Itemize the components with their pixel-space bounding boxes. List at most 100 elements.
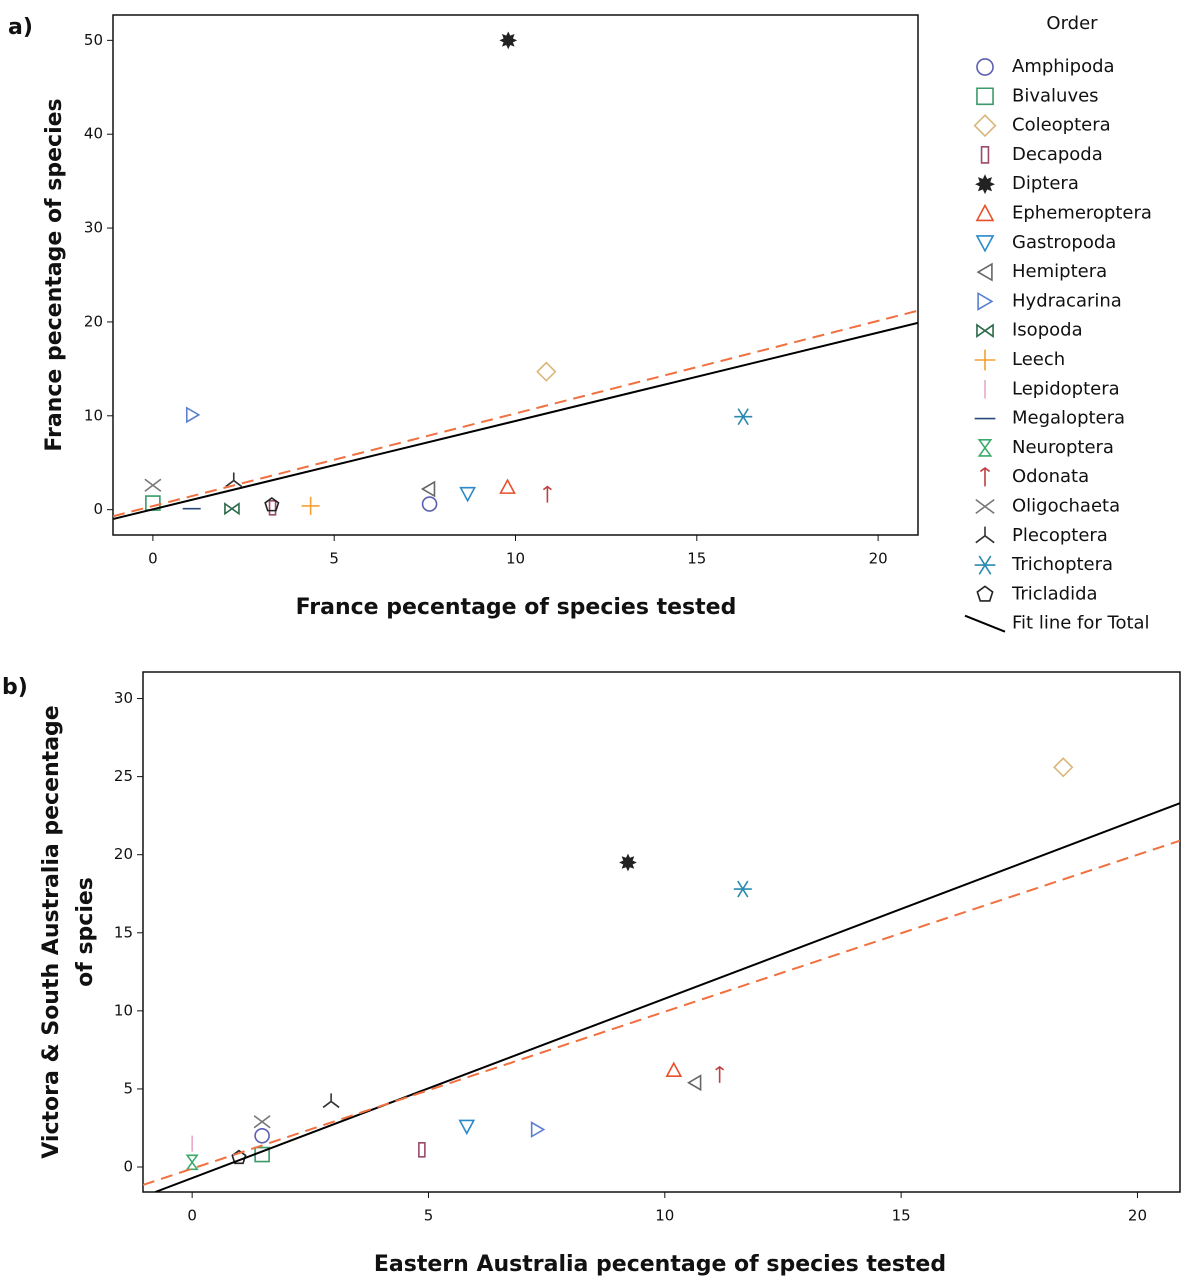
x-tick-label: 10 [655,1207,674,1225]
marker [979,467,991,487]
marker [185,1154,199,1171]
y-tick-label: 20 [84,312,103,330]
marker [977,291,994,311]
y-tick-label: 0 [123,1158,133,1176]
x-tick-label: 10 [506,550,525,568]
y-tick-label: 50 [84,31,103,49]
y-tick-label: 30 [114,689,133,707]
y-tick-label: 25 [114,767,133,785]
marker [225,472,243,488]
marker [976,262,993,282]
marker [458,1119,476,1136]
marker [301,496,320,515]
legend-label: Fit line for Total [1012,613,1150,634]
fit-line [113,321,918,521]
marker [322,1093,340,1109]
y-tick-label: 40 [84,125,103,143]
legend-label: Hydracarina [1012,290,1122,311]
marker [499,478,516,494]
y-axis-title: France pecentage of species [42,98,67,451]
x-tick-label: 15 [892,1207,911,1225]
marker [977,439,993,457]
legend-label: Ephemeroptera [1012,203,1152,224]
legend-label: Tricladida [1011,583,1098,604]
marker [144,478,162,492]
legend-label: Lepidoptera [1012,378,1120,399]
y-tick-label: 30 [84,219,103,237]
x-tick-label: 5 [424,1207,434,1225]
marker [975,203,995,222]
y-tick-label: 10 [114,1001,133,1019]
plot-area [143,757,1180,1192]
legend-label: Amphipoda [1012,56,1115,77]
fit-line [113,309,918,518]
marker [185,406,201,424]
fit-line [154,802,1180,1192]
marker [975,235,995,253]
legend-label: Isopoda [1012,320,1083,341]
marker [542,485,552,503]
fit-line [143,839,1180,1186]
legend-label: Diptera [1012,173,1079,194]
x-tick-label: 15 [687,550,706,568]
plot-frame [112,14,919,536]
marker [254,1127,270,1144]
legend-label: Neuroptera [1012,437,1114,458]
legend-label: Plecoptera [1012,525,1108,546]
y-tick-label: 15 [114,923,133,941]
marker [459,486,476,503]
marker [224,502,240,516]
marker [536,361,557,382]
marker [733,880,752,898]
marker [734,408,753,426]
x-tick-label: 20 [869,550,888,568]
legend-swatch [964,614,1006,633]
marker [418,1142,426,1158]
legend-label: Odonata [1012,466,1089,487]
x-tick-label: 20 [1128,1207,1147,1225]
marker [1053,757,1074,778]
panel-label: b) [2,675,28,700]
plot-frame [142,671,1181,1193]
y-tick-label: 0 [93,500,103,518]
legend-label: Bivaluves [1012,85,1099,106]
legend-label: Oligochaeta [1012,496,1120,517]
legend-label: Hemiptera [1012,261,1107,282]
marker [976,323,994,339]
marker [975,526,995,544]
legend-title: Order [1046,13,1098,34]
plot-area [113,31,918,521]
y-tick-label: 10 [84,406,103,424]
marker [421,496,438,512]
marker [145,495,161,511]
x-tick-label: 5 [329,550,339,568]
y-axis-title: Victora & South Australia pecentage [39,705,64,1158]
y-axis-title: of spcies [73,877,98,987]
marker [973,114,997,138]
y-tick-label: 5 [123,1079,133,1097]
y-tick-label: 20 [114,845,133,863]
marker [975,498,995,515]
x-axis-title: Eastern Australia pecentage of species t… [374,1252,946,1277]
x-tick-label: 0 [148,550,158,568]
marker [976,58,994,76]
marker [264,496,280,512]
marker [686,1074,702,1092]
panel-label: a) [8,15,33,40]
marker [665,1061,683,1077]
marker [253,1115,271,1129]
legend-label: Trichoptera [1011,554,1113,575]
x-tick-label: 0 [187,1207,197,1225]
marker [254,1146,270,1163]
marker [976,87,994,106]
legend-label: Megaloptera [1012,408,1125,429]
marker [499,31,518,50]
legend-label: Coleoptera [1012,115,1111,136]
marker [420,480,436,498]
marker [619,853,637,872]
marker [976,585,994,602]
marker [974,555,996,575]
marker [530,1121,546,1138]
